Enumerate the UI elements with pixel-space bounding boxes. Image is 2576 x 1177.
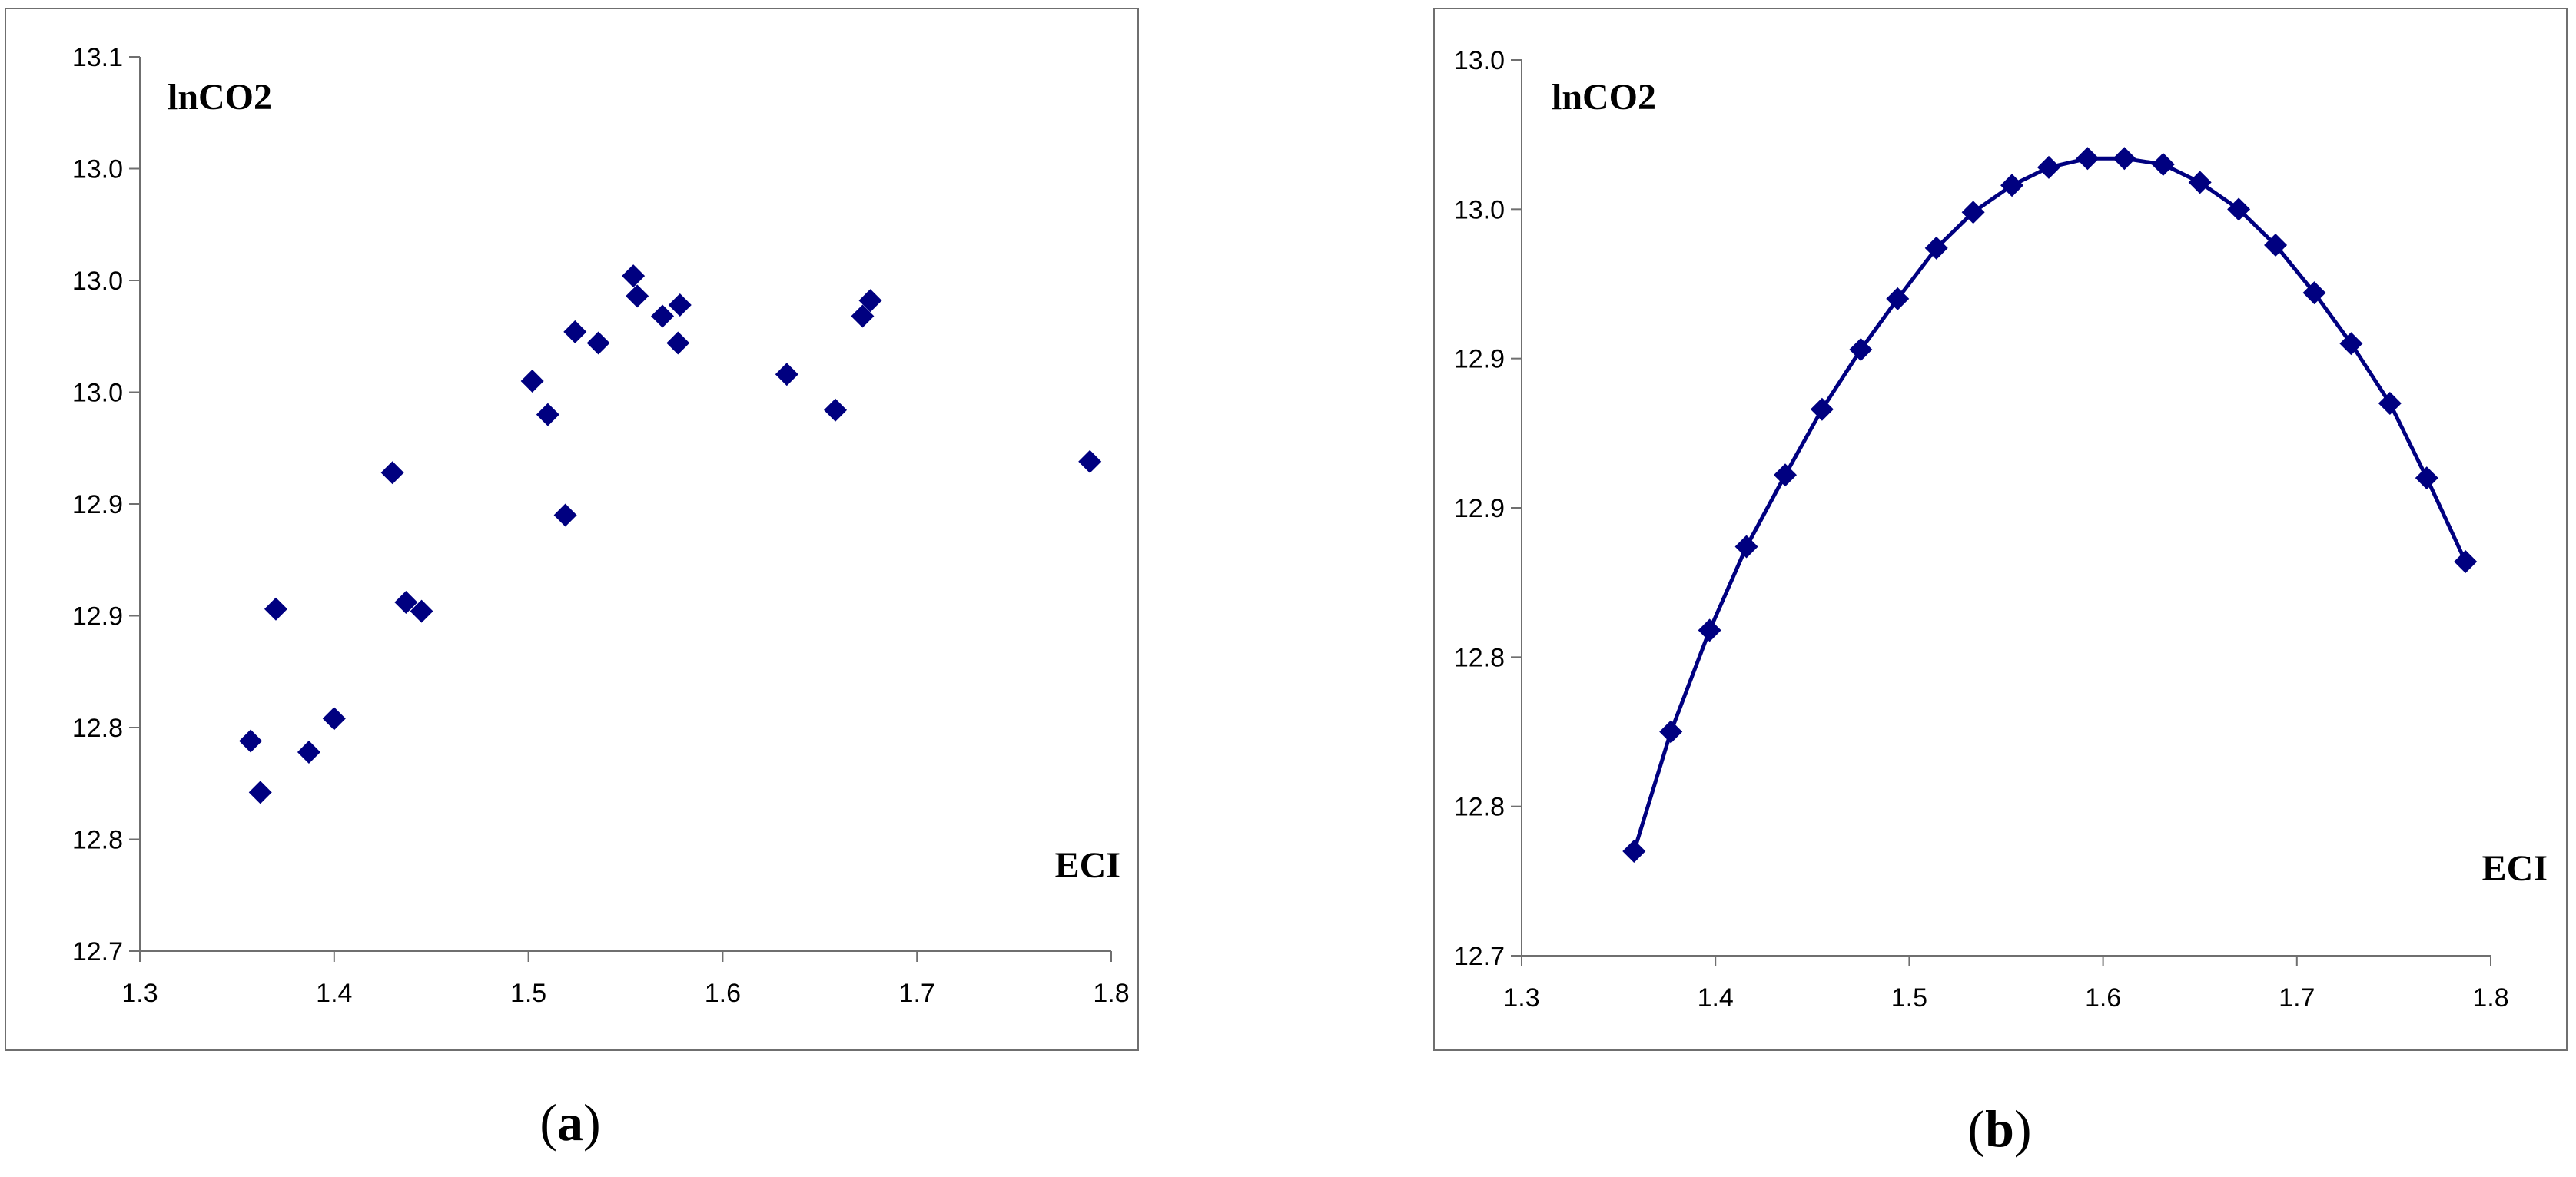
x-axis-title: ECI [2482,848,2548,889]
data-point [380,461,404,485]
x-axis-title: ECI [1055,845,1120,886]
data-point [322,707,346,731]
data-point [1961,201,1985,224]
data-point [651,304,675,328]
data-point [775,363,798,386]
data-point [520,369,544,393]
data-point [2076,147,2100,171]
x-tick-label: 1.7 [2279,983,2315,1013]
data-point [2151,153,2175,177]
x-tick-label: 1.5 [1891,983,1927,1013]
y-tick-label: 12.7 [72,937,123,966]
data-point [297,741,320,764]
data-point [536,403,559,426]
y-tick-label: 13.0 [1454,195,1505,224]
data-point [1810,397,1834,421]
data-point [858,289,882,313]
x-tick-label: 1.5 [510,979,546,1008]
data-point [2227,197,2251,221]
data-point [1849,338,1873,362]
x-tick-label: 1.4 [1698,983,1734,1013]
data-point [394,591,418,615]
line-chart-b: 12.7 12.8 12.8 12.9 12.9 13.0 13.0 1.3 1.4 1.5 1.6… [1454,46,2548,1013]
data-point [239,729,263,753]
x-tick-label: 1.8 [2472,983,2508,1013]
y-tick-label: 12.9 [72,602,123,632]
data-point [666,331,690,355]
y-tick-label: 13.0 [1454,46,1505,75]
data-point [1622,839,1646,863]
data-point [2264,233,2288,257]
x-tick-label: 1.3 [121,979,158,1008]
data-point [626,284,649,308]
x-tick-label: 1.3 [1503,983,1539,1013]
data-point [2188,171,2212,194]
data-point [622,264,646,288]
caption-a-label: a [557,1093,583,1152]
y-axis-title: lnCO2 [168,77,272,118]
y-tick-label: 12.8 [1454,793,1505,822]
y-tick-label: 12.9 [1454,494,1505,523]
x-tick-label: 1.6 [2085,983,2121,1013]
data-point [1773,463,1797,487]
data-point [563,320,587,343]
caption-a: (a) [539,1093,601,1152]
y-tick-label: 12.8 [1454,643,1505,672]
data-point [2302,281,2326,305]
y-tick-label: 13.1 [72,43,123,72]
data-point [668,293,692,317]
y-tick-label: 12.7 [1454,942,1505,971]
data-point [824,398,848,422]
y-tick-label: 12.8 [72,714,123,743]
data-point [1734,535,1758,559]
data-point [1886,287,1910,310]
data-point [586,331,610,355]
data-point [851,304,875,328]
y-tick-label: 12.9 [1454,345,1505,374]
data-point [1924,236,1948,260]
data-point [2378,391,2402,415]
x-tick-label: 1.4 [316,979,352,1008]
data-point [2037,155,2060,179]
data-point [2454,549,2478,573]
y-tick-label: 12.8 [72,826,123,855]
data-point [553,503,577,527]
data-point [248,781,272,804]
data-point [264,597,287,621]
data-point [2415,466,2438,490]
data-point [2339,332,2363,356]
y-tick-label: 12.9 [72,490,123,519]
scatter-chart-a: 12.7 12.8 12.8 12.9 12.9 13.0 13.0 13.0 13.1 1.3 1… [72,43,1130,1008]
data-point [1659,720,1683,744]
data-point [410,599,433,623]
series-line [1632,156,2468,852]
chart-panel-a: 12.7 12.8 12.8 12.9 12.9 13.0 13.0 13.0 13.1 1.3 1… [5,8,1139,1051]
y-tick-label: 13.0 [72,155,123,184]
y-axis-title: lnCO2 [1552,77,1656,118]
chart-panel-b: 12.7 12.8 12.8 12.9 12.9 13.0 13.0 1.3 1.4 1.5 1.6… [1433,8,2568,1051]
data-point [1078,449,1102,473]
x-tick-label: 1.7 [899,979,935,1008]
caption-b-label: b [1985,1099,2014,1158]
caption-b: (b) [1967,1099,2032,1158]
x-tick-label: 1.6 [705,979,741,1008]
y-tick-label: 13.0 [72,267,123,296]
data-point [2000,174,2024,197]
data-point [2113,147,2136,171]
data-point [1698,618,1721,642]
x-tick-label: 1.8 [1093,979,1129,1008]
y-tick-label: 13.0 [72,379,123,408]
